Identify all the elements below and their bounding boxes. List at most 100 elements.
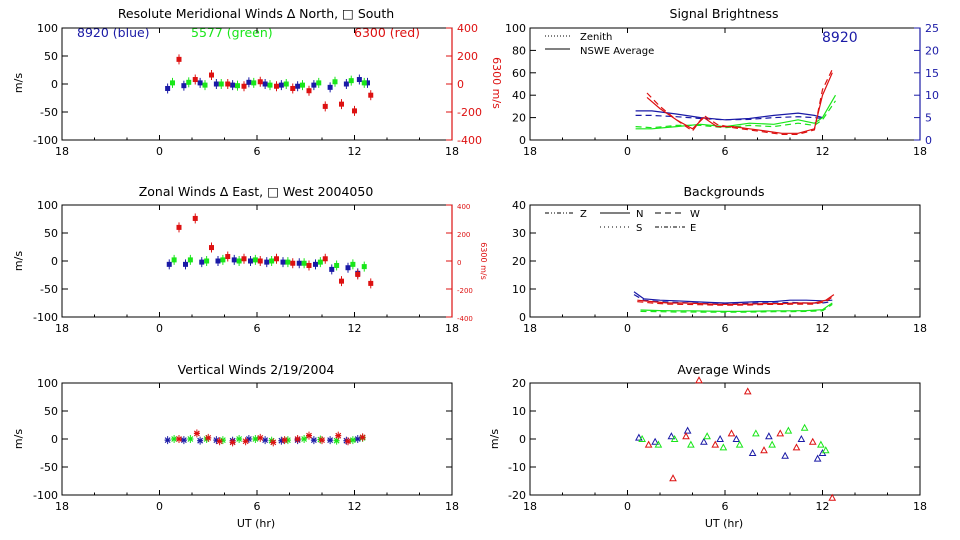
meridional-ylabel: m/s (12, 73, 25, 93)
meridional-point-red (257, 79, 263, 85)
average-point-red (695, 376, 703, 384)
vertical-point-red (242, 438, 249, 445)
average-point-blue (635, 433, 643, 441)
backgrounds-xtick-label: 18 (913, 322, 927, 335)
zonal-y2tick-label: -200 (457, 287, 473, 295)
vertical-point-blue (197, 437, 204, 444)
zonal-series-blue-square (166, 254, 361, 279)
zonal-ytick-label: -50 (40, 283, 58, 296)
meridional-y2label: 6300 m/s (490, 57, 503, 109)
meridional-point-green (235, 83, 240, 89)
vertical-xtick-label: 0 (156, 500, 163, 513)
zonal-point-green (252, 257, 258, 263)
vertical-ytick-label: -100 (33, 489, 58, 502)
vertical-point-red (205, 434, 212, 441)
vertical-ylabel: m/s (12, 429, 25, 449)
average-ytick-label: 10 (512, 405, 526, 418)
average-ylabel: m/s (488, 429, 501, 449)
average-point-green (735, 440, 744, 448)
average-ytick-label: -20 (508, 489, 526, 502)
zonal-xtick-label: 12 (348, 322, 362, 335)
meridional-point-green (361, 80, 367, 86)
vertical-point-red (294, 436, 301, 442)
zonal-point-red (225, 254, 231, 260)
brightness-series-blue-dashed (635, 114, 823, 121)
meridional-point-blue (246, 79, 252, 85)
average-point-red (727, 429, 736, 437)
brightness-title: Signal Brightness (670, 6, 779, 21)
meridional-point-red (352, 108, 357, 114)
average-point-red (682, 432, 690, 440)
zonal-point-green (285, 259, 291, 265)
meridional-point-blue (197, 80, 203, 86)
meridional-point-blue (311, 82, 317, 88)
vertical-point-blue (180, 437, 187, 444)
meridional-xtick-label: 6 (254, 145, 261, 158)
meridional-frame (61, 27, 453, 141)
average-point-red (760, 446, 768, 454)
average-point-green (800, 423, 809, 431)
average-point-blue (748, 448, 757, 456)
meridional-series-blue-square (165, 74, 370, 94)
backgrounds-frame (529, 204, 921, 318)
average-point-red (644, 440, 653, 448)
vertical-xlabel: UT (hr) (237, 517, 275, 530)
average-ytick-label: -10 (508, 461, 526, 474)
legend-text-e: E (690, 223, 696, 234)
zonal-point-green (269, 258, 275, 264)
vertical-point-red (319, 437, 325, 444)
meridional-point-green (251, 80, 257, 86)
zonal-point-red (209, 245, 214, 251)
average-point-green (654, 440, 663, 448)
average-series-red-triangle (644, 376, 837, 501)
vertical-point-blue (354, 436, 361, 442)
panel-brightness: Signal Brightness Zenith NSWE Average 89… (505, 6, 939, 158)
meridional-series-red-square (176, 54, 374, 116)
vertical-point-red (345, 438, 351, 445)
panel-zonal: Zonal Winds ∆ East, □ West 2004050 m/s 6… (12, 184, 488, 335)
meridional-y2tick-label: 200 (457, 50, 478, 63)
zonal-ylabel: m/s (12, 251, 25, 271)
backgrounds-series-green-solid (640, 302, 833, 312)
zonal-series-red-square (176, 213, 374, 289)
zonal-xtick-label: 18 (445, 322, 459, 335)
zonal-point-green (171, 257, 177, 263)
average-xtick-label: 18 (523, 500, 537, 513)
average-ytick-label: 20 (512, 377, 526, 390)
average-point-blue (781, 451, 789, 459)
meridional-y2tick-label: -200 (457, 106, 482, 119)
zonal-point-red (192, 215, 198, 221)
backgrounds-series-blue-solid (633, 291, 833, 304)
vertical-point-green (187, 436, 194, 442)
zonal-point-red (176, 224, 182, 230)
meridional-point-red (225, 81, 231, 87)
average-series-green-triangle (638, 423, 830, 454)
meridional-point-green (170, 80, 175, 86)
meridional-xtick-label: 18 (445, 145, 459, 158)
zonal-xtick-label: 0 (156, 322, 163, 335)
average-point-red (669, 474, 677, 482)
average-point-blue (732, 434, 741, 442)
vertical-ytick-label: 0 (51, 433, 58, 446)
zonal-point-red (290, 260, 296, 266)
average-xtick-label: 12 (816, 500, 830, 513)
zonal-point-red (257, 258, 263, 264)
zonal-point-red (306, 262, 312, 268)
zonal-point-red (274, 256, 279, 262)
brightness-xtick-label: 12 (816, 145, 830, 158)
legend-text-n: N (636, 209, 643, 220)
brightness-ytick-label: 60 (512, 67, 526, 80)
brightness-xtick-label: 6 (722, 145, 729, 158)
vertical-point-red (176, 436, 182, 442)
zonal-y2tick-label: -400 (457, 315, 473, 323)
backgrounds-ytick-label: 10 (512, 283, 526, 296)
zonal-point-green (220, 257, 226, 263)
vertical-point-red (281, 437, 288, 444)
meridional-point-blue (181, 83, 187, 89)
average-xtick-label: 6 (722, 500, 729, 513)
vertical-point-blue (262, 437, 269, 444)
meridional-point-green (267, 82, 273, 88)
